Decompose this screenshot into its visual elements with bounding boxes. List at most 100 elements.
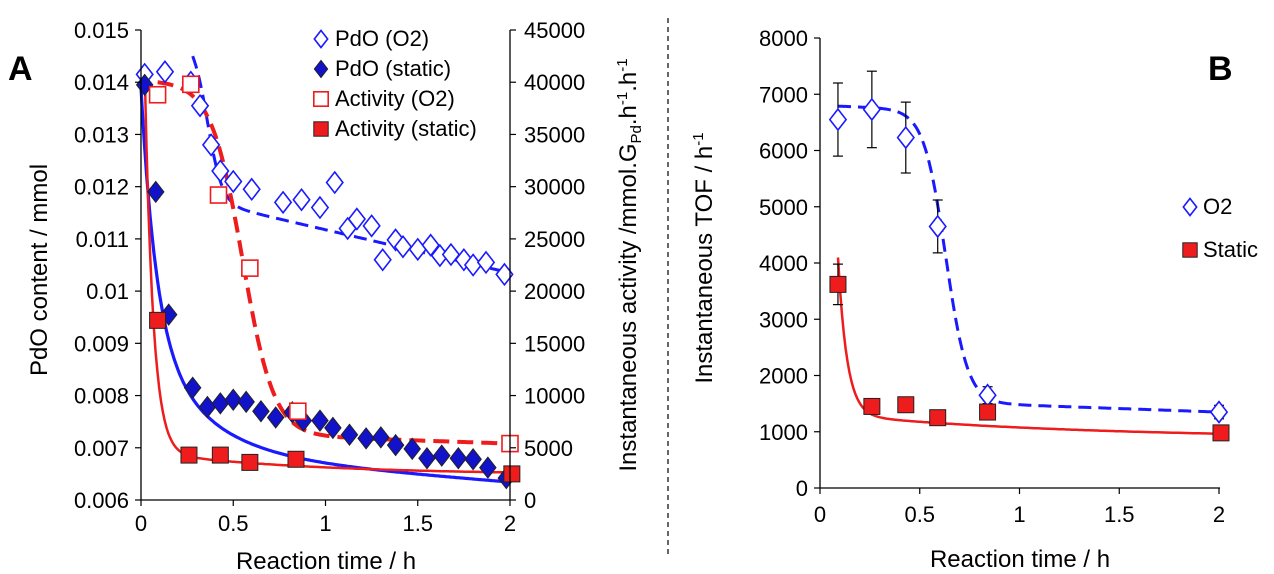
a-legend-marker [312,91,329,108]
a-y-tick-label: 0.007 [74,436,129,461]
a-y-tick-label: 0.015 [74,18,129,43]
panel-a-label: A [8,50,33,88]
a-point-1 [252,399,270,423]
a-point-1 [449,446,468,470]
a-y-tick-label: 0.014 [74,70,129,95]
a-y2-tick-label: 25000 [524,227,585,252]
a-y-tick-label: 0.008 [74,384,129,409]
b-legend-marker [1182,242,1198,258]
y2-title-subscript: Pd [628,125,645,143]
a-point-1 [357,427,375,450]
a-y2-tick-label: 35000 [524,122,585,147]
b-point-0 [928,214,947,239]
a-y2-tick-label: 0 [524,488,536,513]
a-point-2 [182,75,200,94]
b-y-tick-label: 7000 [759,82,808,107]
b-point-1 [863,397,881,415]
y2-title-superscript: -1 [614,92,631,105]
a-y2-tick-label: 40000 [524,70,585,95]
b-legend-marker [1182,197,1198,217]
a-legend-marker [313,59,329,79]
y2-title-main: Instantaneous activity /mmol.G [615,143,642,471]
panel-b-axes: 0 1000 2000 3000 4000 5000 6000 7000 8000 0 0.5 1 1.… [759,26,1225,527]
a-point-2 [241,259,259,277]
a-point-0 [273,190,293,215]
b-point-0 [828,107,848,132]
b-point-1 [1212,424,1230,442]
b-fit-static [836,257,1219,435]
a-point-1 [464,448,482,471]
b-point-1 [979,403,997,421]
b-fit-o2 [837,104,1220,414]
a-x-tick-label: 1.5 [402,511,433,536]
a-y-tick-label: 0.011 [76,227,129,252]
a-point-0 [347,207,367,231]
a-legend-label: Activity (O2) [335,86,455,111]
a-point-1 [432,444,451,467]
a-point-0 [476,250,496,275]
a-y2-tick-label: 30000 [524,175,585,200]
panel-b-data-points [828,70,1230,442]
a-point-3 [241,453,259,471]
b-y-title-main: Instantaneous TOF / h [691,146,718,384]
b-y-tick-label: 0 [796,476,808,501]
b-y-tick-label: 2000 [759,364,808,389]
a-point-0 [292,187,311,212]
a-point-0 [201,133,221,157]
a-point-1 [237,390,255,414]
panel-a-axes: 0.006 0.007 0.008 0.009 0.01 0.011 0.012 0.013 0… [74,18,585,536]
a-y2-tick-label: 15000 [524,331,585,356]
a-y-tick-label: 0.012 [74,175,129,200]
b-y-tick-label: 1000 [759,420,808,445]
a-point-1 [183,376,202,399]
panel-a-y2-axis-title: Instantaneous activity /mmol.GPd.h-1.h-1 [614,58,645,471]
a-point-3 [287,450,305,468]
a-point-1 [386,433,405,457]
a-legend-label: PdO (static) [335,56,451,81]
a-y2-tick-label: 20000 [524,279,585,304]
a-point-1 [198,395,217,419]
b-x-tick-label: 0 [814,502,826,527]
a-point-0 [373,248,392,272]
a-y-tick-label: 0.009 [74,331,129,356]
panel-a-legend: PdO (O2) PdO (static) Activity (O2) Activit… [312,26,477,141]
a-point-1 [324,416,342,440]
a-point-3 [180,446,198,464]
a-point-3 [503,465,521,483]
a-legend-marker [313,29,329,49]
a-legend-label: Activity (static) [335,116,477,141]
a-fit-activity-static [143,71,510,474]
b-y-tick-label: 5000 [759,195,808,220]
a-point-1 [479,456,497,479]
a-point-2 [148,85,167,104]
a-point-1 [146,180,165,204]
a-y2-tick-label: 5000 [524,436,573,461]
a-point-2 [289,402,307,421]
panel-b-x-axis-title: Reaction time / h [930,546,1110,573]
a-x-tick-label: 0 [135,511,147,536]
a-y-tick-label: 0.006 [74,488,129,513]
a-point-0 [393,234,413,259]
b-point-1 [929,409,947,427]
b-point-0 [862,97,882,122]
b-point-1 [897,396,915,414]
b-x-tick-label: 0.5 [904,502,935,527]
a-legend-label: PdO (O2) [335,26,429,51]
a-point-1 [372,426,390,449]
a-y2-tick-label: 10000 [524,384,585,409]
a-point-1 [418,446,436,470]
y2-title-end: .h [615,72,642,92]
a-point-0 [190,93,210,118]
a-point-0 [362,214,381,238]
a-point-0 [325,170,344,195]
a-y2-tick-label: 45000 [524,18,585,43]
a-fit-activity-o2 [157,80,511,446]
b-legend-label: O2 [1203,194,1232,219]
panel-a: A 0.006 0.007 0.008 0.009 0.01 0.011 0.012 0.01… [8,18,645,574]
b-x-tick-label: 1.5 [1104,502,1135,527]
a-point-1 [340,423,359,446]
a-point-0 [155,60,175,84]
a-point-2 [209,186,228,204]
a-point-0 [310,195,330,220]
